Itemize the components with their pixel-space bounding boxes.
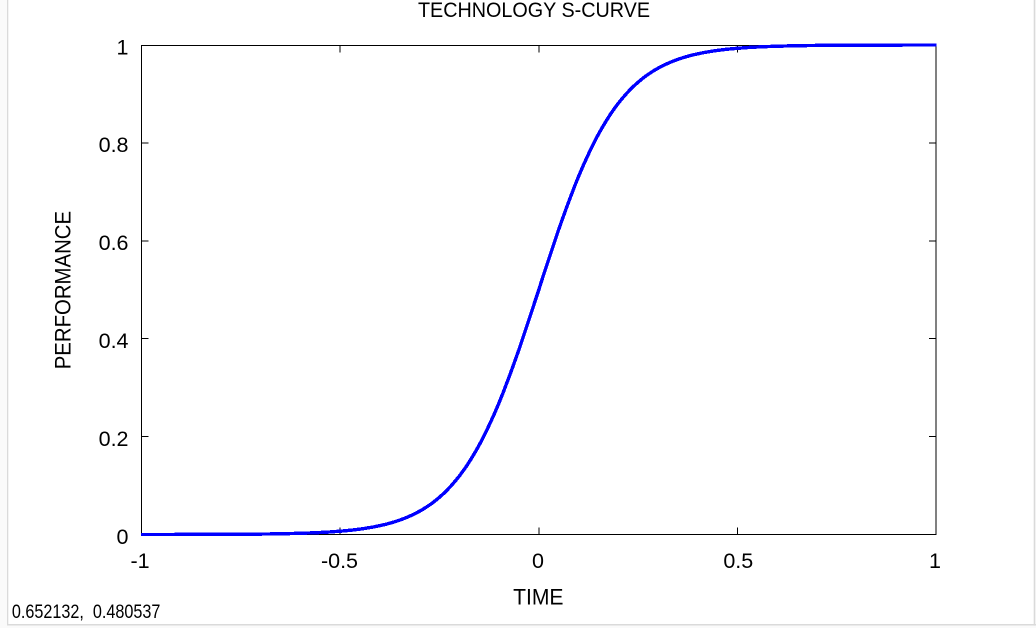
svg-text:0.8: 0.8	[99, 133, 129, 157]
svg-text:0.4: 0.4	[99, 329, 129, 353]
svg-text:TIME: TIME	[513, 584, 563, 610]
svg-text:0: 0	[532, 549, 544, 573]
svg-text:-1: -1	[130, 549, 149, 573]
svg-text:TECHNOLOGY S-CURVE: TECHNOLOGY S-CURVE	[418, 0, 650, 22]
svg-text:0.5: 0.5	[723, 549, 753, 573]
svg-text:0: 0	[117, 525, 129, 549]
svg-text:-0.5: -0.5	[321, 549, 358, 573]
svg-text:0.2: 0.2	[99, 427, 129, 451]
svg-text:0.6: 0.6	[99, 231, 129, 255]
svg-text:0.652132, 0.480537: 0.652132, 0.480537	[12, 601, 161, 623]
svg-text:1: 1	[117, 35, 129, 59]
svg-text:PERFORMANCE: PERFORMANCE	[52, 211, 76, 369]
svg-text:1: 1	[929, 549, 941, 573]
